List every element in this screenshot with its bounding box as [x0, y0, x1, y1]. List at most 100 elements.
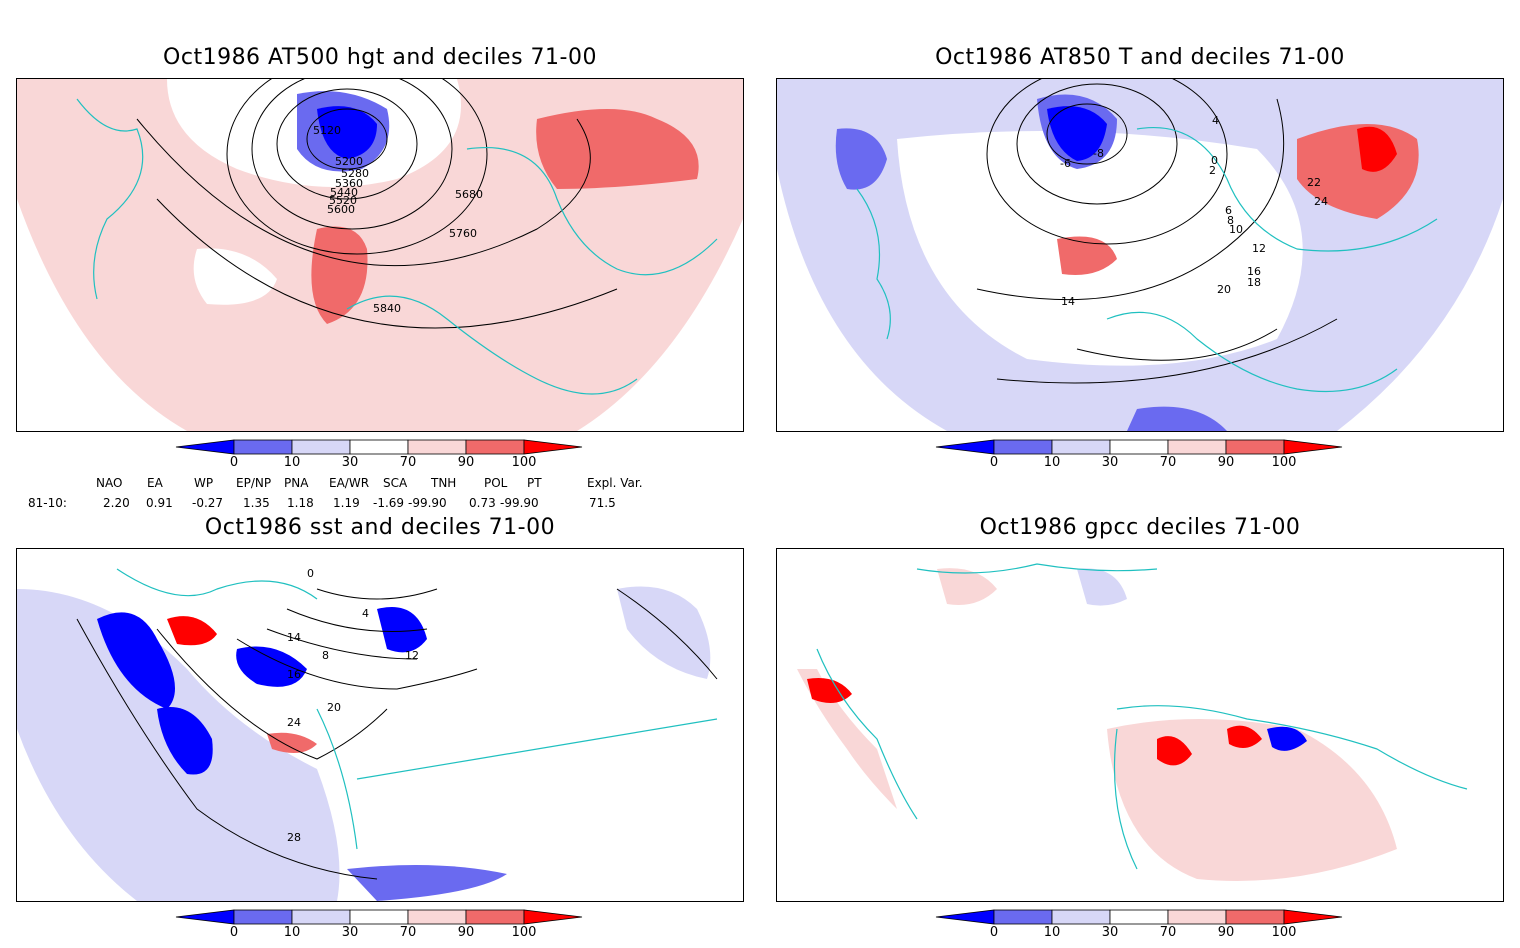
index-value-nao: 2.20	[103, 496, 130, 510]
svg-text:20: 20	[327, 701, 341, 714]
teleconnection-indices: NAO EA WP EP/NP PNA EA/WR SCA TNH POL PT…	[0, 474, 760, 514]
svg-text:8: 8	[1227, 214, 1234, 227]
colorbar-tick-label: 10	[1043, 455, 1061, 470]
svg-text:10: 10	[1229, 223, 1243, 236]
colorbar-swatch-0	[935, 439, 995, 455]
colorbar-swatch-5	[1225, 909, 1285, 925]
svg-text:14: 14	[1061, 295, 1075, 308]
colorbar-panel-3: 0 10 30 70 90 100	[174, 908, 584, 948]
svg-text:18: 18	[1247, 276, 1261, 289]
colorbar-panel-4: 0 10 30 70 90 100	[934, 908, 1344, 948]
colorbar-tick-label: 0	[229, 455, 239, 470]
index-header-nao: NAO	[96, 476, 123, 490]
colorbar-tick-label: 0	[989, 455, 999, 470]
coastlines	[116, 568, 718, 850]
colorbar-tick-label: 10	[283, 925, 301, 940]
svg-text:14: 14	[287, 631, 301, 644]
decile-high-field	[797, 669, 897, 809]
colorbar-swatch-1	[993, 909, 1053, 925]
colorbar-swatch-5	[465, 439, 525, 455]
colorbar-tick-label: 90	[457, 455, 475, 470]
colorbar-tick-label: 70	[399, 925, 417, 940]
colorbar-tick-label: 10	[1043, 925, 1061, 940]
colorbar-panel-2: 0 10 30 70 90 100	[934, 438, 1344, 478]
svg-text:4: 4	[362, 607, 369, 620]
svg-text:5360: 5360	[335, 177, 363, 190]
index-value-expl-var: 71.5	[589, 496, 616, 510]
svg-text:4: 4	[1212, 114, 1219, 127]
colorbar-swatch-6	[523, 439, 583, 455]
svg-text:-6: -6	[1060, 157, 1071, 170]
index-value-ea: 0.91	[146, 496, 173, 510]
coastlines	[76, 98, 718, 395]
svg-text:24: 24	[287, 716, 301, 729]
decile-low-area	[1077, 568, 1127, 606]
decile-max-area	[1157, 736, 1192, 766]
colorbar-swatch-0	[935, 909, 995, 925]
colorbar-swatch-4	[407, 909, 467, 925]
colorbar-tick-label: 30	[1101, 455, 1119, 470]
colorbar-tick-label: 30	[341, 455, 359, 470]
colorbar-swatch-3	[1109, 909, 1169, 925]
colorbar-swatch-1	[233, 439, 293, 455]
coastlines	[816, 563, 1468, 870]
decile-high-area	[1057, 236, 1117, 275]
contour-labels: -6 -8 0 2 4 6 8 10 12 14 16 18 20 22 24	[1060, 114, 1328, 308]
decile-low-area	[347, 865, 507, 901]
colorbar-tick-label: 90	[1217, 455, 1235, 470]
decile-max-area	[167, 616, 217, 646]
colorbar-tick-label: 10	[283, 455, 301, 470]
svg-text:28: 28	[287, 831, 301, 844]
index-header-ea: EA	[147, 476, 163, 490]
colorbar-swatch-0	[175, 909, 235, 925]
decile-max-area	[1357, 126, 1397, 172]
colorbar-swatch-2	[1051, 439, 1111, 455]
colorbar-swatches	[175, 439, 583, 455]
colorbar-tick-label: 90	[457, 925, 475, 940]
colorbar-tick-label: 30	[1101, 925, 1119, 940]
map-panel-sst: 0 4 8 12 14 16 20 24 28	[16, 548, 744, 902]
svg-text:5680: 5680	[455, 188, 483, 201]
colorbar-swatch-6	[523, 909, 583, 925]
colorbar-swatches	[175, 909, 583, 925]
colorbar-swatch-6	[1283, 909, 1343, 925]
index-header-epnp: EP/NP	[236, 476, 272, 490]
index-header-pna: PNA	[284, 476, 309, 490]
decile-min-area	[1047, 106, 1107, 161]
svg-text:22: 22	[1307, 176, 1321, 189]
svg-text:5600: 5600	[327, 203, 355, 216]
index-header-sca: SCA	[383, 476, 408, 490]
decile-neutral-area	[193, 248, 277, 305]
decile-low-area	[1127, 406, 1227, 431]
colorbar-tick-label: 30	[341, 925, 359, 940]
height-contours	[136, 79, 618, 329]
svg-text:-8: -8	[1093, 147, 1104, 160]
decile-low-area	[835, 128, 887, 190]
panel-3-title: Oct1986 sst and deciles 71-00	[204, 515, 556, 540]
colorbar-tick-label: 0	[229, 925, 239, 940]
index-header-pol: POL	[484, 476, 508, 490]
decile-high-area	[937, 568, 997, 605]
index-value-wp: -0.27	[192, 496, 224, 510]
colorbar-tick-label: 100	[511, 455, 537, 470]
index-value-sca: -1.69	[373, 496, 405, 510]
colorbar-panel-1: 0 10 30 70 90 100	[174, 438, 584, 478]
colorbar-swatches	[935, 909, 1343, 925]
index-header-expl-var: Expl. Var.	[587, 476, 643, 490]
index-header-tnh: TNH	[431, 476, 457, 490]
svg-text:2: 2	[1209, 164, 1216, 177]
svg-text:12: 12	[405, 649, 419, 662]
colorbar-swatch-5	[465, 909, 525, 925]
colorbar-swatch-1	[993, 439, 1053, 455]
decile-min-area	[1267, 726, 1307, 751]
panel-2-title: Oct1986 AT850 T and deciles 71-00	[935, 45, 1345, 70]
svg-text:24: 24	[1314, 195, 1328, 208]
svg-text:16: 16	[287, 668, 301, 681]
decile-min-area	[97, 612, 175, 709]
svg-text:0: 0	[307, 567, 314, 580]
decile-min-area	[236, 646, 307, 687]
svg-text:16: 16	[1247, 265, 1261, 278]
index-value-pna: 1.18	[287, 496, 314, 510]
svg-text:5760: 5760	[449, 227, 477, 240]
map-panel-at850-temp: -6 -8 0 2 4 6 8 10 12 14 16 18 20 22 24	[776, 78, 1504, 432]
